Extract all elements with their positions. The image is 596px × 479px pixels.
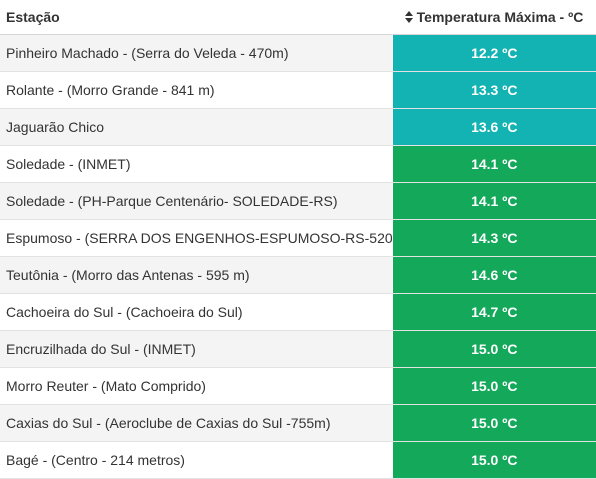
table-row: Rolante - (Morro Grande - 841 m) 13.3 ºC (0, 71, 596, 109)
temperature-cell: 15.0 ºC (391, 367, 596, 405)
station-cell: Encruzilhada do Sul - (INMET) (0, 330, 392, 368)
temperature-cell: 14.1 ºC (391, 145, 596, 183)
station-cell: Morro Reuter - (Mato Comprido) (0, 367, 392, 405)
station-cell: Espumoso - (SERRA DOS ENGENHOS-ESPUMOSO-… (0, 219, 392, 257)
table-row: Morro Reuter - (Mato Comprido) 15.0 ºC (0, 367, 596, 405)
column-header-temperature-label: Temperatura Máxima - ºC (416, 9, 584, 25)
table-row: Soledade - (INMET) 14.1 ºC (0, 145, 596, 183)
station-cell: Cachoeira do Sul - (Cachoeira do Sul) (0, 293, 392, 331)
temperature-cell: 15.0 ºC (391, 330, 596, 368)
station-cell: Soledade - (PH-Parque Centenário- SOLEDA… (0, 182, 392, 220)
table-row: Espumoso - (SERRA DOS ENGENHOS-ESPUMOSO-… (0, 219, 596, 257)
temperature-cell: 14.7 ºC (391, 293, 596, 331)
table-row: Pinheiro Machado - (Serra do Veleda - 47… (0, 34, 596, 72)
column-header-temperature[interactable]: Temperatura Máxima - ºC (392, 0, 596, 35)
temperature-cell: 14.1 ºC (391, 182, 596, 220)
table-header-row: Estação Temperatura Máxima - ºC (0, 0, 596, 35)
table-row: Bagé - (Centro - 214 metros) 15.0 ºC (0, 441, 596, 479)
temperature-cell: 13.6 ºC (391, 108, 596, 146)
column-header-station[interactable]: Estação (0, 0, 392, 35)
table-row: Cachoeira do Sul - (Cachoeira do Sul) 14.… (0, 293, 596, 331)
station-cell: Caxias do Sul - (Aeroclube de Caxias do … (0, 404, 392, 442)
station-cell: Rolante - (Morro Grande - 841 m) (0, 71, 392, 109)
table-body: Pinheiro Machado - (Serra do Veleda - 47… (0, 34, 596, 479)
sort-icon[interactable] (404, 11, 413, 23)
table-row: Encruzilhada do Sul - (INMET) 15.0 ºC (0, 330, 596, 368)
temperature-cell: 14.6 ºC (391, 256, 596, 294)
temperature-cell: 12.2 ºC (391, 34, 596, 72)
station-cell: Pinheiro Machado - (Serra do Veleda - 47… (0, 34, 392, 72)
temperature-cell: 15.0 ºC (391, 404, 596, 442)
temperature-cell: 15.0 ºC (391, 441, 596, 479)
station-cell: Bagé - (Centro - 214 metros) (0, 441, 392, 479)
station-cell: Teutônia - (Morro das Antenas - 595 m) (0, 256, 392, 294)
station-cell: Soledade - (INMET) (0, 145, 392, 183)
station-cell: Jaguarão Chico (0, 108, 392, 146)
table-row: Caxias do Sul - (Aeroclube de Caxias do … (0, 404, 596, 442)
temperature-cell: 13.3 ºC (391, 71, 596, 109)
temperature-cell: 14.3 ºC (391, 219, 596, 257)
table-row: Teutônia - (Morro das Antenas - 595 m) 14… (0, 256, 596, 294)
table-row: Jaguarão Chico 13.6 ºC (0, 108, 596, 146)
table-row: Soledade - (PH-Parque Centenário- SOLEDA… (0, 182, 596, 220)
